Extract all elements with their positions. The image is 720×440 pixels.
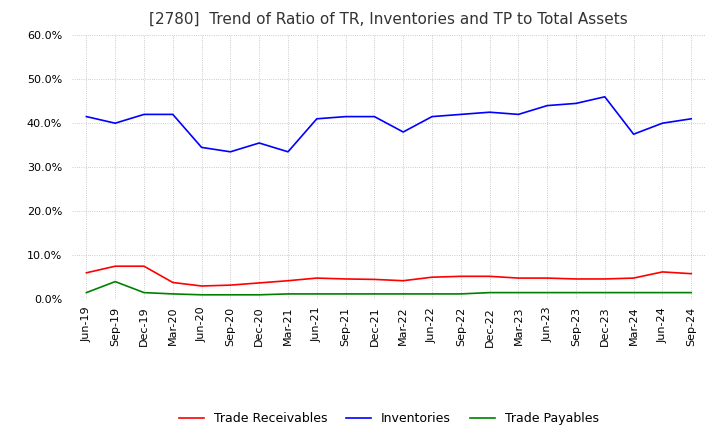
Inventories: [658, 121, 667, 126]
Inventories: [456, 112, 465, 117]
Trade Payables: [687, 290, 696, 295]
Trade Receivables: [255, 280, 264, 286]
Trade Payables: [312, 291, 321, 297]
Trade Receivables: [600, 276, 609, 282]
Trade Receivables: [111, 264, 120, 269]
Trade Payables: [543, 290, 552, 295]
Trade Payables: [226, 292, 235, 297]
Trade Receivables: [572, 276, 580, 282]
Inventories: [312, 116, 321, 121]
Inventories: [572, 101, 580, 106]
Inventories: [168, 112, 177, 117]
Trade Payables: [629, 290, 638, 295]
Trade Payables: [82, 290, 91, 295]
Inventories: [600, 94, 609, 99]
Trade Receivables: [456, 274, 465, 279]
Trade Payables: [111, 279, 120, 284]
Trade Payables: [168, 291, 177, 297]
Trade Payables: [514, 290, 523, 295]
Inventories: [687, 116, 696, 121]
Trade Payables: [428, 291, 436, 297]
Trade Payables: [456, 291, 465, 297]
Trade Payables: [600, 290, 609, 295]
Inventories: [399, 129, 408, 135]
Inventories: [82, 114, 91, 119]
Trade Payables: [255, 292, 264, 297]
Trade Receivables: [399, 278, 408, 283]
Trade Receivables: [82, 270, 91, 275]
Inventories: [543, 103, 552, 108]
Trade Receivables: [428, 275, 436, 280]
Trade Payables: [341, 291, 350, 297]
Trade Payables: [399, 291, 408, 297]
Trade Payables: [284, 291, 292, 297]
Trade Receivables: [543, 275, 552, 281]
Trade Receivables: [168, 280, 177, 285]
Inventories: [485, 110, 494, 115]
Trade Receivables: [312, 275, 321, 281]
Trade Receivables: [514, 275, 523, 281]
Inventories: [370, 114, 379, 119]
Trade Receivables: [226, 282, 235, 288]
Inventories: [629, 132, 638, 137]
Inventories: [284, 149, 292, 154]
Inventories: [140, 112, 148, 117]
Line: Trade Receivables: Trade Receivables: [86, 266, 691, 286]
Inventories: [111, 121, 120, 126]
Title: [2780]  Trend of Ratio of TR, Inventories and TP to Total Assets: [2780] Trend of Ratio of TR, Inventories…: [150, 12, 628, 27]
Inventories: [226, 149, 235, 154]
Trade Receivables: [485, 274, 494, 279]
Inventories: [255, 140, 264, 146]
Trade Receivables: [370, 277, 379, 282]
Legend: Trade Receivables, Inventories, Trade Payables: Trade Receivables, Inventories, Trade Pa…: [174, 407, 604, 430]
Trade Receivables: [629, 275, 638, 281]
Trade Receivables: [197, 283, 206, 289]
Trade Payables: [140, 290, 148, 295]
Trade Receivables: [284, 278, 292, 283]
Trade Receivables: [140, 264, 148, 269]
Inventories: [428, 114, 436, 119]
Inventories: [341, 114, 350, 119]
Trade Receivables: [658, 269, 667, 275]
Trade Receivables: [687, 271, 696, 276]
Trade Payables: [572, 290, 580, 295]
Trade Payables: [197, 292, 206, 297]
Trade Payables: [658, 290, 667, 295]
Trade Payables: [485, 290, 494, 295]
Line: Trade Payables: Trade Payables: [86, 282, 691, 295]
Line: Inventories: Inventories: [86, 97, 691, 152]
Inventories: [514, 112, 523, 117]
Trade Receivables: [341, 276, 350, 282]
Trade Payables: [370, 291, 379, 297]
Inventories: [197, 145, 206, 150]
